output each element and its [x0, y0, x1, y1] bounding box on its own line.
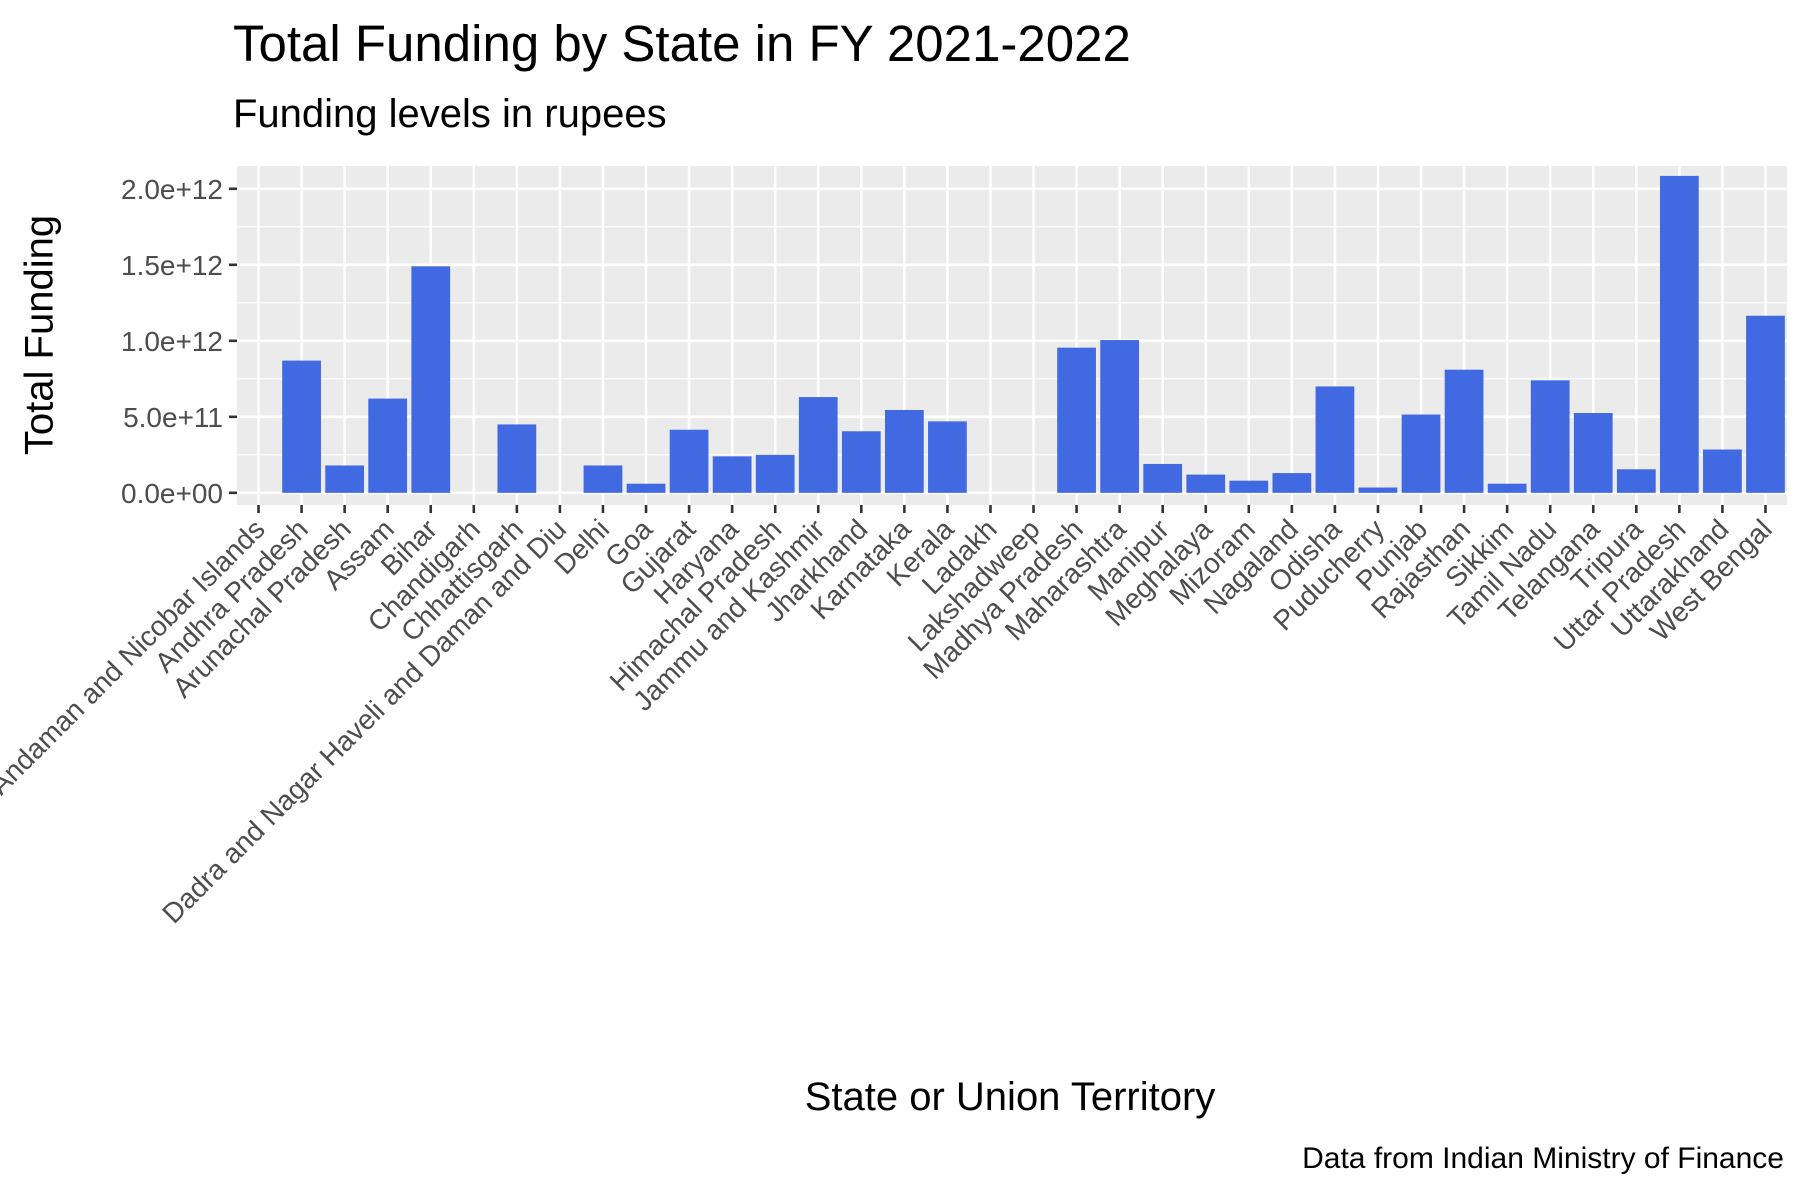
- bar: [1659, 175, 1699, 493]
- chart-subtitle: Funding levels in rupees: [233, 92, 667, 136]
- bar: [1746, 315, 1785, 493]
- bar: [1616, 469, 1656, 493]
- bar: [583, 465, 623, 493]
- bar: [1401, 414, 1441, 493]
- bar: [1100, 340, 1140, 493]
- bar: [884, 409, 924, 493]
- bar: [841, 431, 881, 493]
- y-tick-label: 5.0e+11: [123, 402, 223, 433]
- bar: [1573, 413, 1613, 493]
- bar: [282, 360, 321, 493]
- bar: [368, 398, 408, 493]
- bar: [325, 465, 365, 493]
- y-tick-label: 2.0e+12: [121, 174, 223, 205]
- bar: [1143, 463, 1183, 493]
- bar: [1057, 347, 1096, 493]
- bar: [1358, 487, 1398, 493]
- plot-panel: [237, 166, 1787, 505]
- bar: [712, 456, 752, 493]
- y-tick-label: 1.0e+12: [121, 326, 223, 357]
- bar: [497, 424, 537, 493]
- bar: [928, 421, 967, 493]
- bar: [1444, 369, 1484, 493]
- bar: [1186, 474, 1226, 493]
- chart-title: Total Funding by State in FY 2021-2022: [233, 15, 1131, 72]
- bar: [1487, 483, 1527, 493]
- bar: [1229, 480, 1269, 493]
- bar: [755, 454, 795, 493]
- bar: [411, 266, 451, 493]
- bar: [1272, 473, 1312, 493]
- x-axis-label: State or Union Territory: [804, 1075, 1216, 1119]
- bar: [1703, 449, 1742, 493]
- bar: [1530, 380, 1570, 493]
- y-axis-label: Total Funding: [17, 214, 62, 456]
- bar: [1315, 386, 1355, 493]
- y-tick-label: 1.5e+12: [121, 250, 223, 281]
- y-tick-label: 0.0e+00: [121, 478, 223, 509]
- bar: [626, 483, 666, 493]
- chart-caption: Data from Indian Ministry of Finance: [1302, 1142, 1784, 1175]
- bar: [798, 397, 838, 493]
- bar: [669, 429, 709, 493]
